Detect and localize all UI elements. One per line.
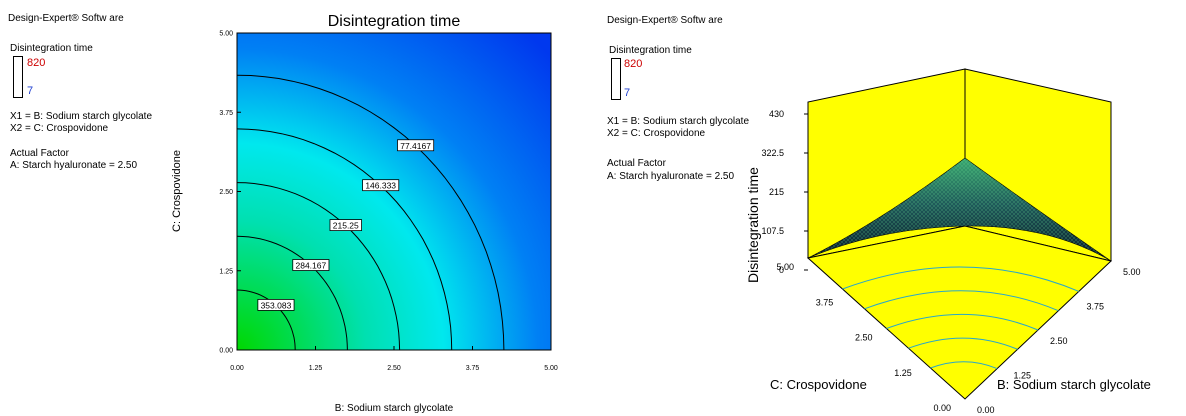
software-label-left: Design-Expert® Softw are — [8, 13, 124, 24]
contour-label: 146.333 — [365, 181, 396, 191]
contour-y-tick-label: 1.25 — [219, 268, 233, 275]
floor-contour-line — [886, 313, 1039, 331]
contour-label-box — [292, 259, 330, 271]
x2-definition-right: X2 = C: Crospovidone — [607, 128, 706, 139]
contour-x-axis-label: B: Sodium starch glycolate — [335, 403, 454, 414]
contour-label-box — [257, 299, 295, 311]
surface-x-tick-label: 3.75 — [1087, 302, 1105, 312]
contour-x-tick-label: 5.00 — [544, 365, 558, 372]
software-label-right: Design-Expert® Softw are — [607, 15, 723, 26]
actual-factor-value-left: A: Starch hyaluronate = 2.50 — [10, 160, 138, 171]
legend-min-right: 7 — [624, 87, 631, 99]
floor-contour-line — [864, 290, 1059, 312]
floor-contour-line — [930, 361, 998, 370]
surface-z-tick-label: 0 — [779, 265, 784, 275]
contour-plot: Disintegration time 77.4167 146.333 215.25… — [171, 13, 558, 414]
color-legend-bar-right — [611, 58, 621, 100]
contour-y-tick-label: 2.50 — [219, 189, 233, 196]
contour-x-tick-label: 1.25 — [309, 365, 323, 372]
actual-factor-heading-right: Actual Factor — [607, 158, 666, 169]
surface-y-tick-label: 5.00 — [776, 262, 794, 272]
surface-z-tick-label: 322.5 — [761, 148, 784, 158]
response-label-right: Disintegration time — [609, 45, 692, 56]
contour-label: 215.25 — [333, 221, 359, 231]
contour-line — [237, 74, 505, 350]
surface-y-tick-label: 2.50 — [855, 333, 873, 343]
legend-max-right: 820 — [624, 58, 643, 70]
contour-x-tick-label: 0.00 — [230, 365, 244, 372]
contour-y-tick-label: 5.00 — [219, 31, 233, 38]
floor — [806, 225, 1113, 400]
legend-max-left: 820 — [27, 57, 46, 69]
contour-x-tick-label: 2.50 — [387, 365, 401, 372]
floor-contour-line — [842, 266, 1080, 292]
actual-factor-value-right: A: Starch hyaluronate = 2.50 — [607, 171, 735, 182]
surface-x-tick-label: 0.00 — [977, 405, 995, 415]
contour-y-axis-label: C: Crospovidone — [171, 150, 183, 232]
contour-label-box — [329, 219, 362, 231]
surface-z-axis-label: Disintegration time — [745, 167, 761, 283]
surface-x-tick-label: 1.25 — [1014, 371, 1032, 381]
contour-label: 284.167 — [296, 261, 327, 271]
contour-y-tick-label: 3.75 — [219, 110, 233, 117]
surface-x-axis-label: B: Sodium starch glycolate — [997, 377, 1151, 392]
response-surface — [807, 157, 1112, 262]
contour-label: 353.083 — [261, 300, 292, 310]
contour-y-tick-label: 0.00 — [219, 348, 233, 355]
surface-x-tick-label: 5.00 — [1123, 267, 1141, 277]
surface-y-tick-label: 0.00 — [933, 403, 951, 413]
legend-min-left: 7 — [27, 85, 34, 97]
surface-y-tick-label: 3.75 — [816, 297, 834, 307]
surface-y-tick-label: 1.25 — [894, 368, 912, 378]
surface-y-axis-label: C: Crospovidone — [770, 377, 867, 392]
contour-title: Disintegration time — [328, 13, 461, 30]
surface-z-tick-label: 107.5 — [761, 226, 784, 236]
x1-definition-right: X1 = B: Sodium starch glycolate — [607, 116, 750, 127]
contour-line — [237, 182, 401, 350]
surface-plot: 0 107.5 215 322.5 430 0.00 1.25 2.50 3.75 5.00 0… — [745, 68, 1151, 415]
x2-definition-left: X2 = C: Crospovidone — [10, 123, 109, 134]
contour-x-tick-label: 3.75 — [466, 365, 480, 372]
x1-definition-left: X1 = B: Sodium starch glycolate — [10, 111, 153, 122]
actual-factor-heading-left: Actual Factor — [10, 148, 69, 159]
contour-label-box — [397, 139, 435, 152]
contour-line — [237, 128, 453, 350]
contour-label-box — [362, 179, 400, 192]
surface-z-tick-label: 215 — [769, 187, 784, 197]
surface-x-tick-label: 2.50 — [1050, 336, 1068, 346]
contour-label: 77.4167 — [400, 141, 431, 151]
floor-contour-line — [908, 337, 1018, 350]
surface-z-tick-label: 430 — [769, 109, 784, 119]
color-legend-bar-left — [13, 56, 23, 98]
response-label-left: Disintegration time — [10, 43, 93, 54]
